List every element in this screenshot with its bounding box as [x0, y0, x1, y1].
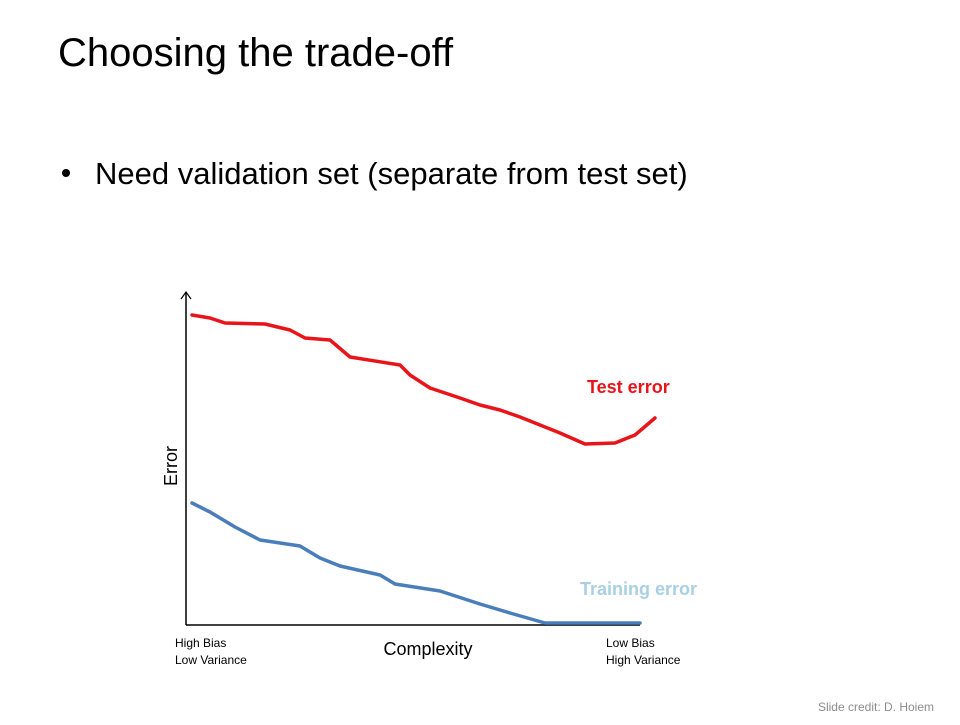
slide-credit: Slide credit: D. Hoiem: [818, 700, 934, 714]
y-axis-arrow: [180, 290, 192, 300]
left-note-line: Low Variance: [175, 653, 247, 667]
figure: Test error Training error Error Complexi…: [161, 290, 697, 667]
training-error-label: Training error: [580, 579, 697, 599]
test-error-label: Test error: [587, 377, 670, 397]
training-error-curve: [190, 501, 642, 625]
slide-title: Choosing the trade-off: [58, 31, 454, 75]
left-note-line: High Bias: [175, 636, 226, 650]
bullet-text: Need validation set (separate from test …: [95, 156, 688, 191]
test-error-curve: [190, 313, 657, 446]
right-note-line: High Variance: [606, 653, 681, 667]
x-axis-label: Complexity: [383, 639, 472, 659]
bullet-dot: [62, 169, 70, 177]
right-note-line: Low Bias: [606, 636, 655, 650]
y-axis-label: Error: [161, 446, 181, 486]
